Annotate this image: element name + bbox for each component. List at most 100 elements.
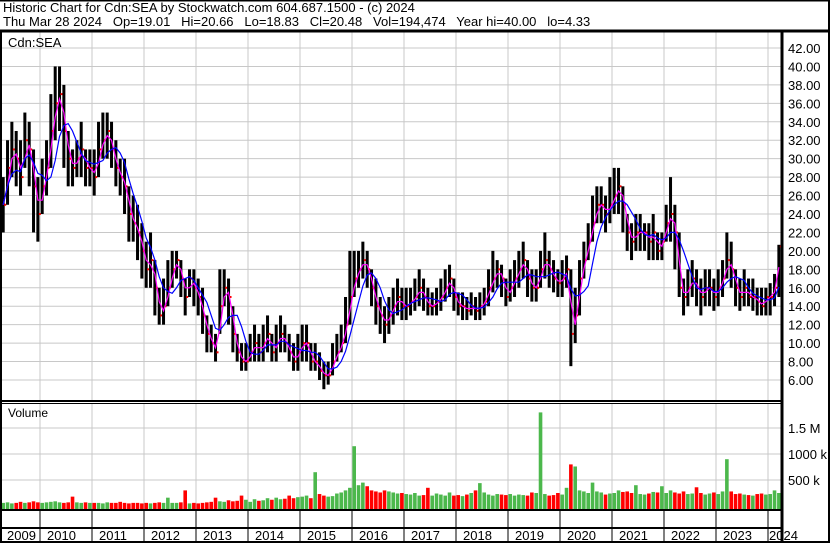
price-range-bar: [656, 232, 660, 261]
price-range-bar: [253, 324, 257, 362]
volume-bar: [153, 502, 157, 510]
price-tick-label: 40.00: [788, 59, 821, 74]
close-marker: [281, 332, 284, 335]
volume-bar: [456, 495, 460, 510]
price-range-bar: [664, 204, 668, 242]
volume-bar: [634, 485, 638, 510]
volume-bar: [716, 494, 720, 510]
price-range-bar: [586, 223, 590, 261]
volume-bar: [122, 502, 127, 510]
price-range-bar: [578, 260, 582, 316]
price-range-bar: [66, 130, 70, 187]
volume-bar: [400, 493, 404, 510]
price-range-bar: [487, 269, 491, 307]
close-marker: [775, 286, 778, 289]
price-range-bar: [279, 315, 283, 353]
volume-tick-label: 1.5 M: [788, 421, 821, 436]
close-marker: [619, 185, 622, 188]
volume-bar: [621, 491, 625, 510]
close-marker: [25, 139, 28, 142]
price-range-bar: [170, 250, 174, 288]
volume-bar: [27, 502, 31, 510]
close-marker: [740, 295, 743, 298]
volume-bar: [733, 494, 738, 510]
volume-bar: [218, 501, 222, 510]
volume-bar: [235, 500, 239, 510]
close-marker: [407, 305, 410, 308]
volume-bar: [309, 498, 313, 510]
close-marker: [506, 295, 509, 298]
volume-bar: [127, 503, 131, 510]
volume-bar: [668, 490, 673, 510]
close-marker: [350, 295, 353, 298]
price-tick-label: 16.00: [788, 281, 821, 296]
price-range-bar: [500, 264, 504, 297]
price-range-bar: [205, 315, 209, 353]
close-marker: [242, 360, 245, 363]
volume-bar: [625, 491, 629, 510]
volume-bar: [10, 503, 14, 510]
volume-bar: [53, 501, 57, 510]
volume-bar: [31, 501, 36, 510]
close-marker: [636, 231, 639, 234]
volume-bar: [521, 495, 525, 510]
volume-bar: [508, 494, 512, 510]
volume-bar: [495, 494, 499, 510]
price-range-bar: [322, 361, 326, 390]
close-marker: [645, 231, 648, 234]
price-range-bar: [543, 232, 547, 279]
volume-bar: [70, 496, 75, 510]
volume-bar: [768, 494, 772, 510]
price-range-bar: [110, 121, 114, 168]
volume-bar: [192, 502, 196, 510]
volume-bar: [183, 490, 187, 510]
price-tick-label: 22.00: [788, 225, 821, 240]
close-marker: [528, 277, 531, 280]
close-marker: [459, 305, 462, 308]
price-range-bar: [482, 287, 486, 316]
price-range-bar: [218, 269, 222, 334]
close-marker: [99, 148, 102, 151]
price-range-bar: [526, 260, 530, 297]
volume-bar: [257, 500, 261, 510]
volume-bar: [49, 501, 53, 510]
price-range-bar: [751, 278, 755, 311]
volume-bar: [62, 502, 66, 510]
price-range-bar: [75, 140, 79, 178]
price-range-bar: [361, 241, 365, 279]
volume-bar: [317, 494, 322, 510]
close-marker: [376, 305, 379, 308]
price-range-bar: [725, 232, 729, 279]
volume-bar: [109, 502, 114, 510]
price-range-bar: [625, 213, 629, 251]
year-tick-label: 2022: [671, 528, 700, 543]
close-marker: [324, 374, 327, 377]
close-marker: [684, 295, 687, 298]
close-marker: [571, 332, 574, 335]
close-marker: [225, 286, 228, 289]
price-range-bar: [435, 287, 439, 316]
close-marker: [4, 203, 7, 206]
volume-bar: [673, 492, 677, 510]
volume-bar: [655, 492, 660, 510]
price-range-bar: [101, 112, 105, 159]
price-range-bar: [391, 287, 395, 325]
volume-bar: [543, 494, 547, 510]
close-marker: [463, 305, 466, 308]
close-marker: [498, 268, 501, 271]
volume-bar: [131, 502, 135, 510]
volume-bar: [18, 501, 23, 510]
price-range-bar: [266, 315, 270, 353]
volume-bar: [356, 485, 361, 510]
volume-bar: [681, 491, 686, 510]
volume-bar: [261, 500, 265, 510]
volume-bar: [742, 494, 746, 510]
volume-bar: [491, 495, 495, 510]
close-marker: [597, 203, 600, 206]
volume-bar: [5, 502, 10, 510]
price-range-bar: [149, 232, 153, 288]
volume-bar: [369, 490, 374, 510]
price-range-bar: [716, 269, 720, 307]
volume-bar: [512, 495, 517, 510]
close-marker: [173, 268, 176, 271]
